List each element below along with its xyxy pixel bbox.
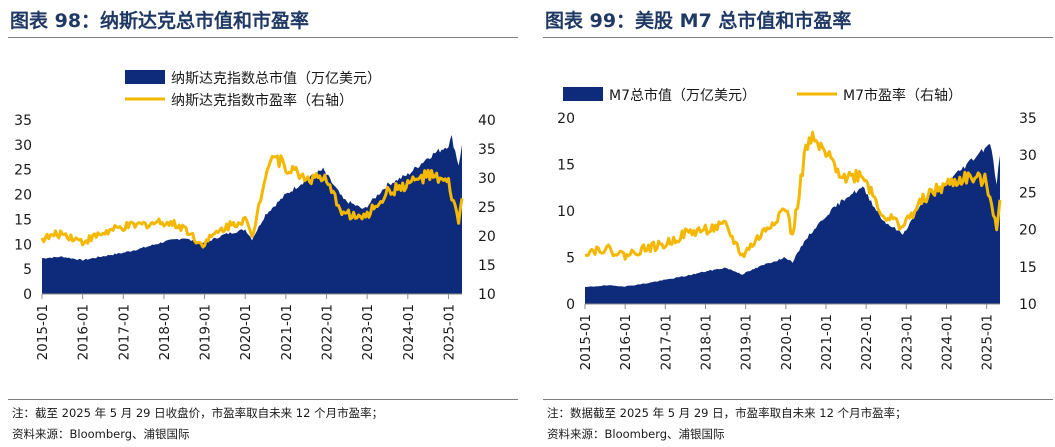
legend-label-line: 纳斯达克指数市盈率（右轴） xyxy=(171,92,353,109)
x-tick-label: 2020-01 xyxy=(238,304,254,360)
y-right-tick-label: 30 xyxy=(478,171,496,187)
figure-title: 图表 98：纳斯达克总市值和市盈率 xyxy=(10,10,310,32)
y-left-tick-label: 5 xyxy=(23,262,32,278)
title-divider xyxy=(543,37,1053,38)
x-tick-label: 2021-01 xyxy=(279,304,295,360)
legend-label-line: M7市盈率（右轴） xyxy=(843,87,962,104)
legend-label-area: 纳斯达克指数总市值（万亿美元） xyxy=(171,70,381,87)
x-tick-label: 2017-01 xyxy=(658,314,674,370)
chart-note: 注：截至 2025 年 5 月 29 日收盘价，市盈率取自未来 12 个月市盈率… xyxy=(12,406,384,420)
x-tick-label: 2024-01 xyxy=(939,314,955,370)
x-tick-label: 2024-01 xyxy=(401,304,417,360)
y-right-tick-label: 25 xyxy=(1019,185,1037,201)
y-left-tick-label: 5 xyxy=(566,251,575,267)
y-right-tick-label: 15 xyxy=(1019,260,1037,276)
chart-source: 资料来源：Bloomberg、浦银国际 xyxy=(12,427,190,441)
x-tick-label: 2018-01 xyxy=(698,314,714,370)
y-left-tick-label: 25 xyxy=(14,163,32,179)
x-tick-label: 2015-01 xyxy=(35,304,51,360)
x-tick-label: 2025-01 xyxy=(441,304,457,360)
y-left-tick-label: 0 xyxy=(566,297,575,313)
x-tick-label: 2022-01 xyxy=(320,304,336,360)
x-tick-label: 2023-01 xyxy=(899,314,915,370)
y-right-tick-label: 35 xyxy=(478,142,496,158)
y-left-tick-label: 10 xyxy=(14,237,32,253)
chart-panel-nasdaq: 图表 98：纳斯达克总市值和市盈率 0 5 10 15 20 25 30 35 10 15 20 25… xyxy=(0,0,520,447)
pe-ratio-line xyxy=(40,154,464,249)
y-right-tick-label: 40 xyxy=(478,113,496,129)
x-tick-label: 2022-01 xyxy=(859,314,875,370)
x-tick-label: 2015-01 xyxy=(578,314,594,370)
y-left-tick-label: 20 xyxy=(557,111,575,127)
footer-divider xyxy=(543,399,1053,400)
pe-ratio-line xyxy=(584,130,1002,261)
x-tick-label: 2018-01 xyxy=(157,304,173,360)
legend-swatch-area xyxy=(563,87,603,101)
x-tick-label: 2016-01 xyxy=(618,314,634,370)
legend-label-area: M7总市值（万亿美元） xyxy=(609,87,756,104)
x-tick-label: 2019-01 xyxy=(739,314,755,370)
y-left-tick-label: 15 xyxy=(14,212,32,228)
x-tick-label: 2025-01 xyxy=(980,314,996,370)
y-left-tick-label: 20 xyxy=(14,188,32,204)
y-left-tick-label: 30 xyxy=(14,138,32,154)
y-right-tick-label: 25 xyxy=(478,200,496,216)
y-right-tick-label: 15 xyxy=(478,258,496,274)
nasdaq-market-cap-pe-chart: 0 5 10 15 20 25 30 35 10 15 20 25 30 35 40 2015-01 2016-… xyxy=(14,70,496,360)
y-right-tick-label: 10 xyxy=(1019,297,1037,313)
x-tick-label: 2016-01 xyxy=(76,304,92,360)
x-tick-label: 2019-01 xyxy=(198,304,214,360)
y-right-tick-label: 20 xyxy=(1019,223,1037,239)
footer-divider xyxy=(8,399,518,400)
x-tick-label: 2020-01 xyxy=(779,314,795,370)
y-left-tick-label: 15 xyxy=(557,158,575,174)
legend-swatch-area xyxy=(125,70,165,84)
chart-source: 资料来源：Bloomberg、浦银国际 xyxy=(547,427,725,441)
figure-title: 图表 99：美股 M7 总市值和市盈率 xyxy=(545,10,852,32)
x-tick-label: 2017-01 xyxy=(116,304,132,360)
market-cap-area xyxy=(42,135,462,294)
title-divider xyxy=(8,37,518,38)
y-left-tick-label: 0 xyxy=(23,287,32,303)
m7-market-cap-pe-chart: 0 5 10 15 20 10 15 20 25 30 35 2015-01 2016-01 2017-0… xyxy=(557,87,1037,370)
y-right-tick-label: 30 xyxy=(1019,148,1037,164)
market-cap-area xyxy=(585,144,1000,304)
chart-panel-m7: 图表 99：美股 M7 总市值和市盈率 0 5 10 15 20 10 15 20 25 30 35… xyxy=(535,0,1055,447)
chart-note: 注：数据截至 2025 年 5 月 29 日，市盈率取自未来 12 个月市盈率； xyxy=(547,406,907,420)
y-right-tick-label: 35 xyxy=(1019,111,1037,127)
y-right-tick-label: 20 xyxy=(478,229,496,245)
y-left-tick-label: 10 xyxy=(557,204,575,220)
x-tick-label: 2023-01 xyxy=(360,304,376,360)
y-left-tick-label: 35 xyxy=(14,113,32,129)
y-right-tick-label: 10 xyxy=(478,287,496,303)
x-tick-label: 2021-01 xyxy=(819,314,835,370)
